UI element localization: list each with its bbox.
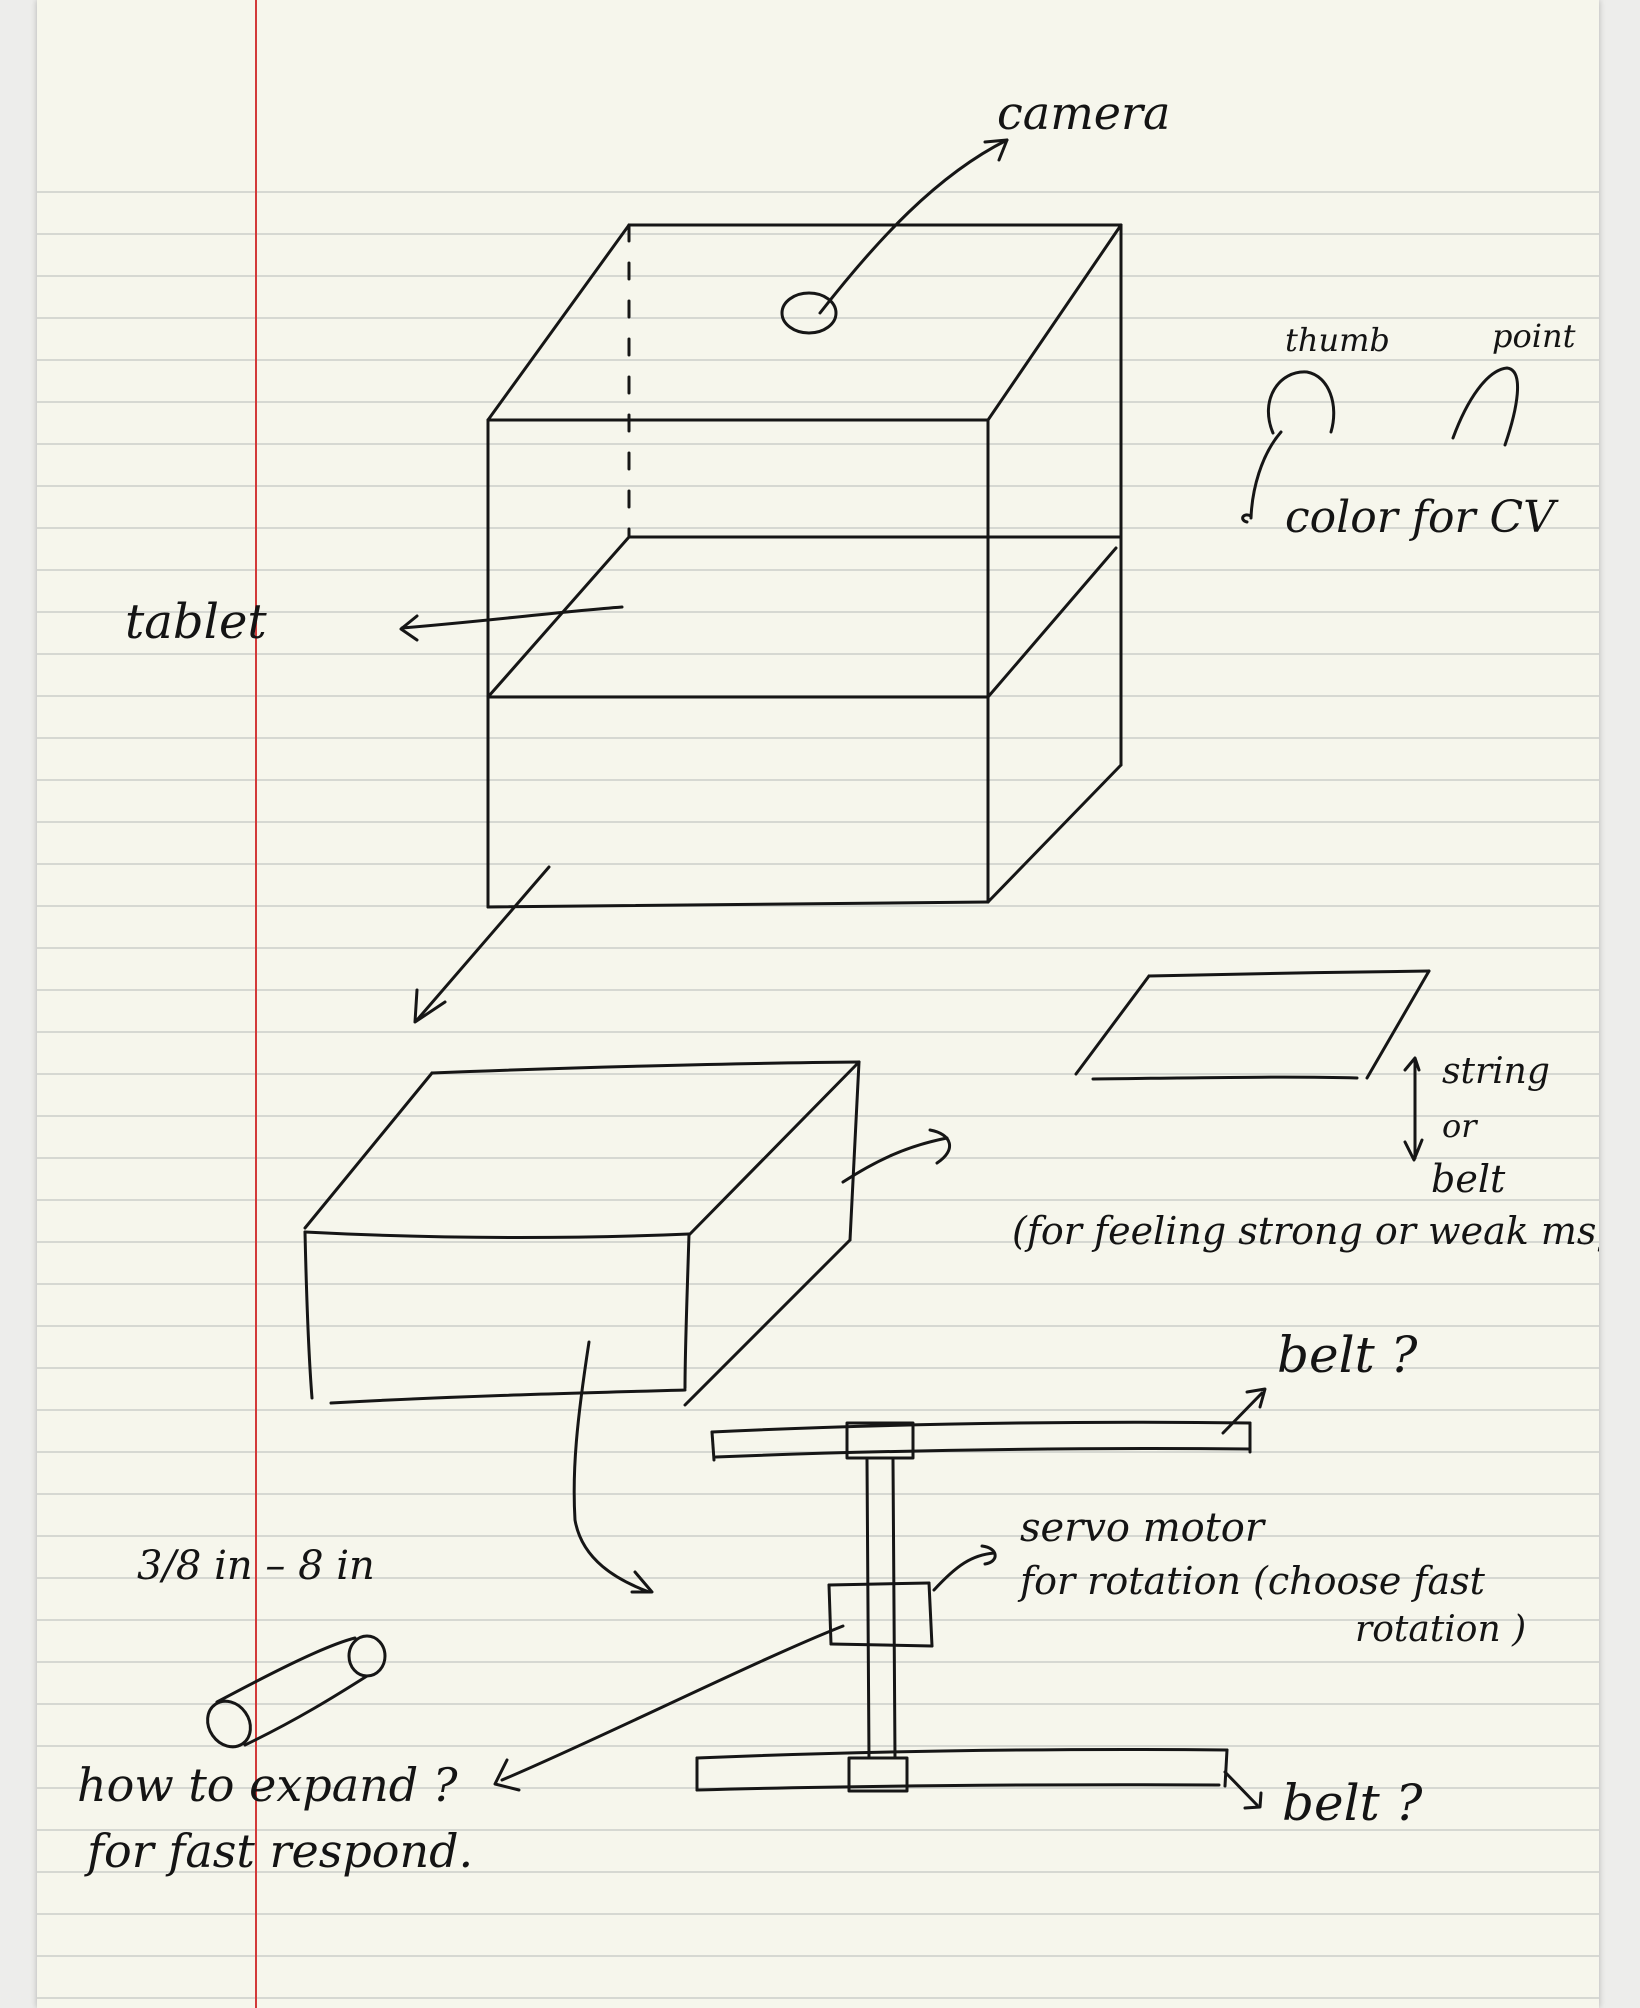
tube-cylinder [206,1634,387,1749]
for-rotation-label: for rotation (choose fast [1020,1559,1485,1603]
servo-link-arrow [572,1340,651,1594]
tablet-arrow-head [399,614,419,642]
string-arrow-head-up [1403,1056,1421,1072]
inner-box [303,1060,861,1407]
camera-lens [780,291,838,335]
belt2-arrow-head [1243,1791,1263,1810]
detail-arrow [415,865,551,1022]
side-arrow-head [928,1128,951,1165]
belt-question-2: belt ? [1282,1774,1423,1832]
expand-arrow-head [493,1758,521,1792]
color-arrow-head [1241,513,1253,524]
feeling-label: (for feeling strong or weak msg) [1012,1209,1599,1253]
vibration-plate [1074,969,1431,1081]
color-arrow [1249,430,1283,520]
belt1-arrow [1221,1391,1264,1435]
camera-arrow [818,138,1009,315]
servo-label-arrow [932,1551,996,1592]
servo-link-arrow-head [630,1570,654,1594]
rotation-close-label: rotation ) [1355,1609,1527,1650]
how-to-expand-label: how to expand ? [77,1758,458,1812]
camera-label: camera [997,86,1171,140]
thumb-label: thumb [1285,321,1390,359]
string-arrow-head-down [1403,1138,1424,1162]
side-arrow [841,1136,949,1184]
camera-arrow-head [983,138,1009,162]
expand-arrow [500,1624,845,1782]
tablet-label: tablet [125,594,267,650]
belt1-arrow-head [1245,1387,1267,1409]
or-label: or [1442,1107,1477,1145]
size-range-label: 3/8 in – 8 in [137,1543,375,1589]
belt2-arrow [1223,1770,1259,1807]
enclosure-box [486,223,1123,909]
servo-label-arrow-head [980,1544,997,1566]
tablet-arrow [400,605,624,630]
thumb-shape [1266,370,1336,435]
hand-sketch [206,138,1520,1810]
color-for-cv-label: color for CV [1285,492,1555,543]
belt-label-top: belt [1431,1157,1506,1201]
point-label: point [1492,317,1576,355]
servo-motor-label: servo motor [1020,1505,1265,1551]
fast-respond-label: for fast respond. [87,1824,474,1878]
belt-question-1: belt ? [1277,1326,1418,1384]
servo-assembly [695,1420,1252,1793]
notebook-page: camera thumb point color for CV tablet s… [37,0,1599,2008]
point-shape [1451,366,1520,447]
detail-arrow-head [413,988,447,1024]
string-label: string [1442,1051,1550,1092]
